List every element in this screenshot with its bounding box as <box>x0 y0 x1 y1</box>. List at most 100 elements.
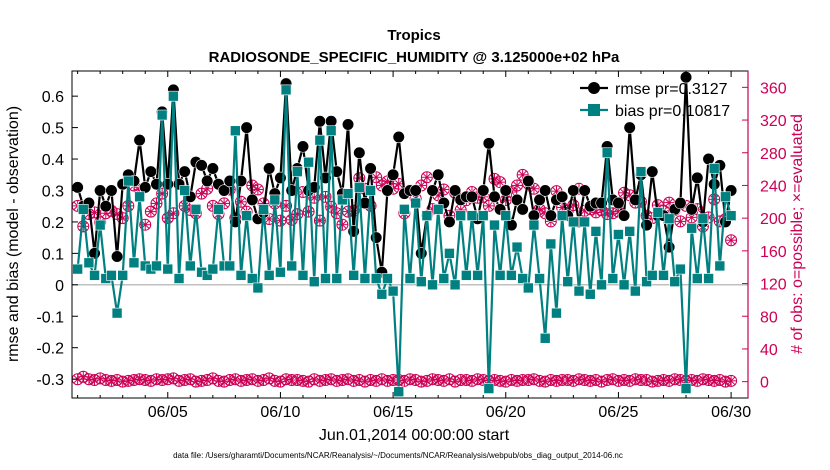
bias-point <box>607 273 619 284</box>
obs-evaluated-point <box>251 183 264 196</box>
bias-point <box>252 282 264 294</box>
y2-tick-label: 200 <box>760 211 787 228</box>
bias-point <box>449 279 461 291</box>
rmse-point <box>482 137 495 150</box>
bias-point <box>111 307 123 319</box>
bias-point <box>483 383 495 394</box>
rmse-point <box>133 134 146 147</box>
bias-point <box>432 204 444 215</box>
rmse-point <box>218 184 231 197</box>
bias-point <box>590 226 602 237</box>
bias-point <box>404 273 416 284</box>
y2-tick-label: 80 <box>760 309 778 326</box>
y-tick-label: 0.3 <box>42 183 64 200</box>
rmse-point <box>510 193 524 207</box>
bias-point <box>584 288 596 300</box>
bias-point <box>156 109 168 121</box>
obs-evaluated-point-d2 <box>664 198 674 207</box>
obs-evaluated-point-d2 <box>422 173 432 182</box>
bias-point <box>123 175 134 187</box>
bias-point <box>94 219 106 231</box>
y-tick-label: 0.5 <box>42 121 64 138</box>
y-axis-label: rmse and bias (model - observation) <box>5 106 22 362</box>
legend-bias-label: bias pr=0.10817 <box>615 103 730 120</box>
bias-point <box>686 222 697 234</box>
rmse-point <box>567 184 580 197</box>
obs-evaluated-point-d2 <box>248 181 257 190</box>
rmse-point <box>443 215 456 229</box>
bias-point <box>337 194 348 206</box>
bias-point <box>630 285 641 297</box>
obs-evaluated-point <box>708 193 721 206</box>
y2-tick-label: 320 <box>760 113 787 130</box>
bias-point <box>669 276 681 287</box>
y-tick-label: 0.2 <box>42 215 64 232</box>
rmse-point <box>88 247 101 260</box>
rmse-point <box>646 165 659 178</box>
bias-point <box>624 226 636 237</box>
rmse-point <box>206 162 219 175</box>
rmse-point <box>246 193 259 207</box>
y-tick-label: -0.2 <box>36 341 64 358</box>
rmse-point <box>533 193 546 207</box>
rmse-point <box>432 168 445 181</box>
y-tick-label: 0.1 <box>42 246 64 263</box>
y-tick-label: 0.4 <box>42 152 64 169</box>
obs-evaluated-point <box>725 234 738 247</box>
bias-point <box>601 147 613 159</box>
bias-point <box>506 270 517 281</box>
bias-point <box>168 90 179 102</box>
bias-point <box>551 307 562 319</box>
bias-point <box>162 263 174 275</box>
y2-tick-label: 0 <box>760 375 769 392</box>
obs-evaluated-point <box>150 197 163 210</box>
rmse-point <box>499 184 512 197</box>
bias-point <box>207 263 219 275</box>
rmse-point <box>201 174 214 188</box>
bias-point <box>399 204 410 215</box>
rmse-point <box>178 165 191 178</box>
rmse-point <box>617 209 631 222</box>
rmse-point <box>144 165 157 178</box>
obs-possible-point <box>725 374 738 387</box>
bias-point <box>680 383 692 394</box>
bias-point <box>494 270 506 281</box>
rmse-point <box>296 140 310 153</box>
bias-point <box>618 279 630 291</box>
bias-point <box>477 210 489 221</box>
bias-point <box>89 270 100 281</box>
rmse-point <box>341 118 355 131</box>
bias-point <box>522 282 534 294</box>
rmse-point <box>364 162 377 175</box>
rmse-point <box>370 231 383 244</box>
x-tick-label: 06/05 <box>148 404 188 421</box>
bias-point <box>258 204 269 215</box>
legend: rmse pr=0.3127 bias pr=0.10817 <box>580 81 730 120</box>
bias-point <box>646 270 658 281</box>
rmse-point <box>702 152 715 166</box>
bias-point <box>77 204 89 215</box>
bias-point <box>353 182 365 193</box>
obs-possible-point-d2 <box>726 376 736 386</box>
obs-evaluated-point-d2 <box>552 186 561 196</box>
rmse-point <box>381 184 394 197</box>
bias-point <box>641 276 652 287</box>
bias-point <box>292 166 303 177</box>
rmse-point <box>409 184 422 197</box>
bias-point <box>325 125 337 137</box>
obs-evaluated-point-d2 <box>676 217 685 226</box>
y2-tick-label: 280 <box>760 146 787 163</box>
bias-point <box>151 260 162 272</box>
obs-evaluated-point-d2 <box>495 177 505 187</box>
legend-rmse-marker <box>588 82 600 94</box>
rmse-point <box>263 162 276 175</box>
bias-point <box>303 156 314 168</box>
rmse-point <box>240 121 253 134</box>
rmse-point <box>629 193 642 207</box>
bias-point <box>534 273 545 284</box>
obs-evaluated-point-d2 <box>90 208 99 217</box>
obs-evaluated-point <box>336 218 349 231</box>
rmse-point <box>488 190 501 203</box>
x-tick-label: 06/10 <box>260 404 300 421</box>
